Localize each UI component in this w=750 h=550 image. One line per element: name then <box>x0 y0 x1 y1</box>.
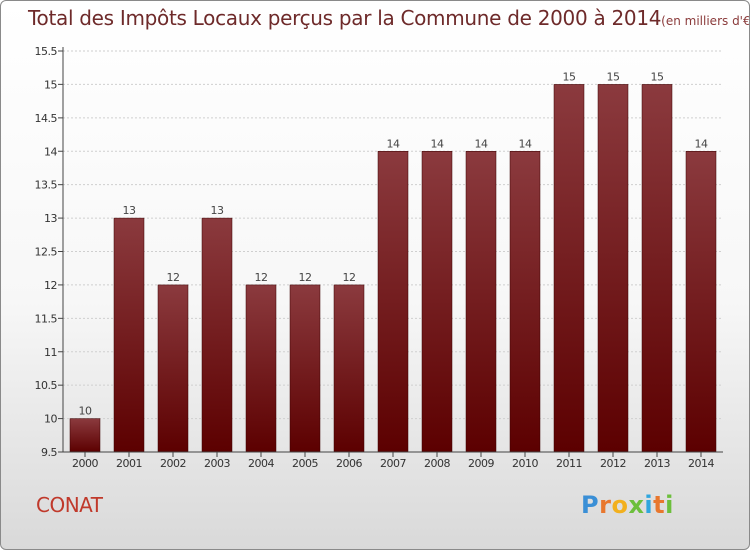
x-tick-label: 2004 <box>248 457 274 470</box>
y-tick-label: 14 <box>44 145 57 158</box>
x-tick-label: 2005 <box>292 457 318 470</box>
y-tick-label: 15 <box>44 78 57 91</box>
bar-2000 <box>69 418 101 453</box>
value-label: 12 <box>255 271 268 284</box>
logo-letter: i <box>644 491 654 519</box>
bar-2007 <box>377 151 409 453</box>
bar-2010 <box>509 151 541 453</box>
bar-2005 <box>289 284 321 453</box>
commune-name: CONAT <box>36 493 103 517</box>
value-label: 10 <box>79 405 92 418</box>
y-tick-label: 13.5 <box>35 179 58 192</box>
labels: 9.5 10 10.5 11 11.5 12 12.5 13 13.5 14 14.5 15 15.5 2… <box>35 45 715 470</box>
value-label: 14 <box>695 137 708 150</box>
chart-title: Total des Impôts Locaux perçus par la Co… <box>28 6 750 30</box>
bar-2006 <box>333 284 365 453</box>
y-tick-label: 11 <box>44 346 57 359</box>
value-label: 13 <box>123 204 136 217</box>
y-tick-label: 11.5 <box>35 312 58 325</box>
bar-2003 <box>201 217 233 453</box>
x-tick-label: 2002 <box>160 457 186 470</box>
x-tick-label: 2011 <box>556 457 582 470</box>
y-tick-label: 13 <box>44 212 57 225</box>
logo-letter: o <box>611 491 629 519</box>
x-tick-label: 2012 <box>600 457 626 470</box>
unit-note: (en milliers d'€) <box>661 14 750 28</box>
value-label: 12 <box>299 271 312 284</box>
value-label: 12 <box>343 271 356 284</box>
x-tick-label: 2006 <box>336 457 362 470</box>
x-tick-label: 2003 <box>204 457 230 470</box>
value-label: 14 <box>431 137 444 150</box>
value-label: 15 <box>607 70 620 83</box>
bar-2011 <box>553 84 585 453</box>
x-tick-label: 2009 <box>468 457 494 470</box>
x-tick-label: 2001 <box>116 457 142 470</box>
y-tick-label: 14.5 <box>35 112 58 125</box>
proxiti-logo: Proxiti <box>581 491 691 521</box>
value-label: 14 <box>387 137 400 150</box>
value-label: 15 <box>563 70 576 83</box>
bar-2013 <box>641 84 673 453</box>
logo-letter: P <box>581 491 600 519</box>
chart-title-text: Total des Impôts Locaux perçus par la Co… <box>28 6 662 30</box>
bar-2012 <box>597 84 629 453</box>
bar-2008 <box>421 151 453 453</box>
bars <box>69 84 717 453</box>
bar-2004 <box>245 284 277 453</box>
logo-letter: r <box>599 491 612 519</box>
value-label: 12 <box>167 271 180 284</box>
y-tick-label: 12.5 <box>35 246 58 259</box>
value-label: 13 <box>211 204 224 217</box>
y-tick-label: 10.5 <box>35 379 58 392</box>
x-tick-label: 2007 <box>380 457 406 470</box>
logo-letter: x <box>628 491 645 519</box>
axes <box>58 47 723 457</box>
y-tick-label: 9.5 <box>41 446 57 459</box>
x-tick-label: 2008 <box>424 457 450 470</box>
bar-2014 <box>685 151 717 453</box>
bar-2002 <box>157 284 189 453</box>
logo-letter: i <box>665 491 674 519</box>
y-tick-label: 12 <box>44 279 57 292</box>
x-tick-label: 2013 <box>644 457 670 470</box>
y-tick-label: 15.5 <box>35 45 58 58</box>
bar-2001 <box>113 217 145 453</box>
bar-2009 <box>465 151 497 453</box>
value-label: 15 <box>651 70 664 83</box>
logo-letter: t <box>653 491 666 519</box>
x-tick-label: 2010 <box>512 457 538 470</box>
value-label: 14 <box>519 137 532 150</box>
y-tick-label: 10 <box>44 413 57 426</box>
x-tick-label: 2000 <box>72 457 98 470</box>
value-label: 14 <box>475 137 488 150</box>
x-tick-label: 2014 <box>688 457 714 470</box>
